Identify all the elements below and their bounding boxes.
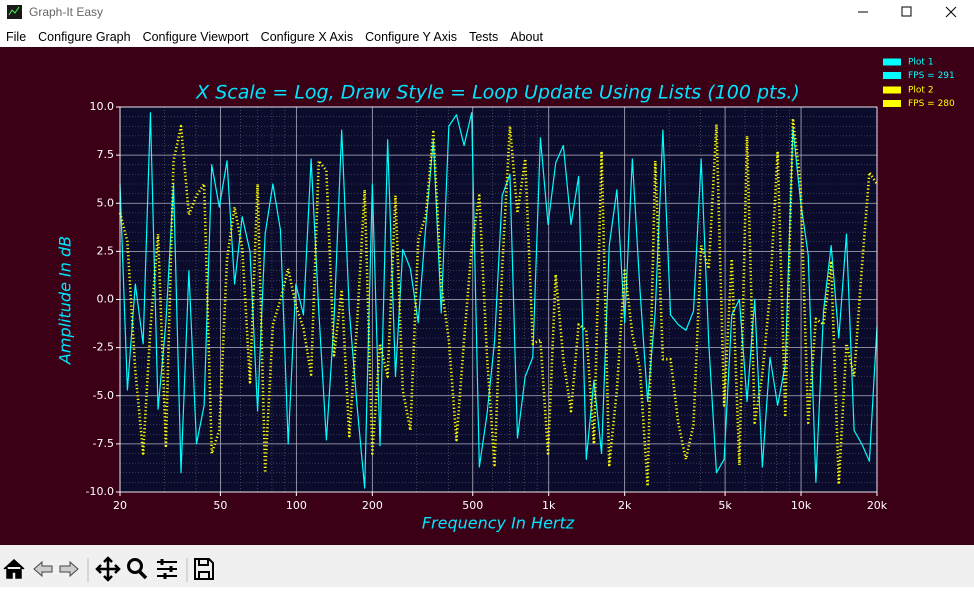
- menu-item[interactable]: About: [510, 30, 543, 44]
- x-axis-label: Frequency In Hertz: [422, 514, 575, 533]
- x-tick-label: 100: [286, 499, 307, 512]
- legend-label: FPS = 280: [908, 99, 955, 109]
- x-tick-label: 500: [462, 499, 483, 512]
- x-tick-label: 20k: [867, 499, 888, 512]
- home-button[interactable]: [3, 558, 25, 579]
- y-tick-label: 5.0: [97, 196, 115, 209]
- x-tick-label: 50: [213, 499, 227, 512]
- y-tick-label: 2.5: [97, 244, 115, 257]
- configure-button[interactable]: [157, 561, 177, 577]
- close-button[interactable]: [945, 6, 957, 18]
- forward-button[interactable]: [59, 560, 79, 578]
- y-tick-label: 10.0: [90, 100, 115, 113]
- app-icon-line: [8, 6, 20, 16]
- y-tick-label: -7.5: [93, 437, 114, 450]
- save-button[interactable]: [194, 558, 214, 580]
- x-tick-label: 5k: [718, 499, 732, 512]
- window-title: Graph-It Easy: [29, 5, 104, 19]
- x-tick-label: 20: [113, 499, 127, 512]
- menu-item[interactable]: Configure X Axis: [260, 30, 354, 44]
- zoom-handle: [137, 569, 148, 580]
- chart-title: X Scale = Log, Draw Style = Loop Update …: [195, 82, 800, 104]
- y-tick-label: 0.0: [97, 293, 115, 306]
- toolbar-icons: [3, 556, 214, 582]
- plot-frame: [119, 106, 878, 493]
- y-axis-label: Amplitude In dB: [56, 236, 75, 365]
- zoom-button[interactable]: [127, 558, 143, 574]
- y-tick-label: -10.0: [86, 485, 114, 498]
- x-tick-label: 1k: [542, 499, 556, 512]
- menu-item[interactable]: Configure Y Axis: [365, 30, 458, 44]
- x-tick-label: 2k: [618, 499, 632, 512]
- legend-label: Plot 1: [908, 58, 934, 68]
- data-line: [119, 112, 878, 489]
- legend-label: Plot 2: [908, 86, 934, 96]
- x-tick-label: 200: [362, 499, 383, 512]
- y-tick-label: 7.5: [97, 148, 115, 161]
- menu-item[interactable]: Configure Graph: [38, 30, 131, 44]
- legend-label: FPS = 291: [908, 71, 955, 81]
- pan-button[interactable]: [95, 556, 121, 582]
- data-line: [118, 117, 879, 488]
- configure-knobs: [160, 559, 173, 579]
- legend-swatch: [883, 86, 901, 94]
- menu-item[interactable]: File: [6, 30, 27, 44]
- chart: X Scale = Log, Draw Style = Loop Update …: [0, 47, 974, 545]
- menu-item[interactable]: Tests: [469, 30, 499, 44]
- y-tick-label: -5.0: [93, 389, 114, 402]
- menu-bar: File Configure Graph Configure Viewport Con…: [0, 26, 974, 47]
- maximize-button[interactable]: [901, 6, 912, 17]
- y-tick-label: -2.5: [93, 341, 114, 354]
- legend-swatch: [883, 100, 901, 107]
- legend-swatch: [883, 58, 901, 66]
- x-tick-label: 10k: [791, 499, 812, 512]
- window-controls: [7, 5, 957, 19]
- title-bar: Graph-It Easy: [0, 0, 974, 26]
- menu-item[interactable]: Configure Viewport: [142, 30, 249, 44]
- toolbar: [0, 545, 974, 587]
- legend-swatch: [883, 72, 901, 79]
- back-button[interactable]: [33, 560, 53, 578]
